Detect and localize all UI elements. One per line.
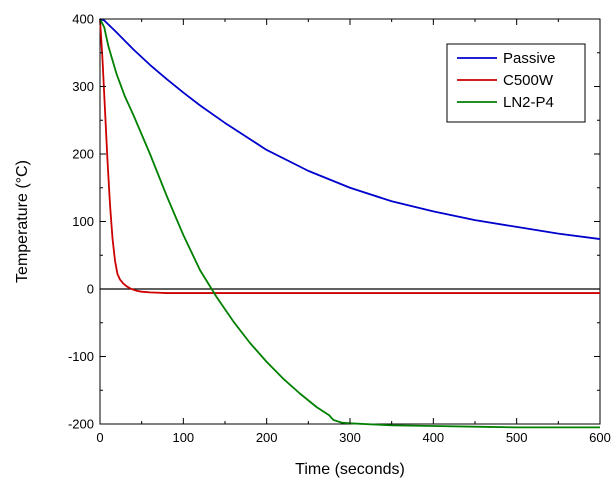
x-axis-label: Time (seconds) — [295, 461, 405, 478]
y-tick-label: -200 — [68, 417, 94, 432]
series-line-passive — [99, 18, 601, 240]
y-tick-label: 300 — [72, 79, 94, 94]
x-tick-label: 100 — [172, 430, 194, 445]
y-tick-label: 100 — [72, 214, 94, 229]
legend-label: LN2-P4 — [503, 94, 554, 111]
x-tick-label: 400 — [422, 430, 444, 445]
series-line-ln2-p4 — [99, 18, 600, 429]
y-tick-label: 200 — [72, 147, 94, 162]
legend-label: C500W — [503, 72, 554, 89]
x-tick-label: 0 — [96, 430, 103, 445]
y-axis-ticks: -200 -100 0 100 200 300 400 — [68, 12, 600, 432]
legend-box — [446, 43, 586, 123]
y-axis-label: Temperature (°C) — [14, 160, 31, 283]
series-layer — [99, 18, 601, 429]
y-tick-label: 0 — [87, 282, 94, 297]
x-axis-ticks: 0 100 200 300 400 500 600 — [96, 19, 611, 445]
x-tick-label: 300 — [339, 430, 361, 445]
x-tick-label: 500 — [506, 430, 528, 445]
y-tick-label: 400 — [72, 12, 94, 27]
y-tick-label: -100 — [68, 349, 94, 364]
series-line-c500w — [99, 18, 600, 294]
legend-label: Passive — [503, 50, 556, 67]
legend: Passive C500W LN2-P4 — [446, 43, 586, 123]
x-tick-label: 600 — [589, 430, 611, 445]
x-tick-label: 200 — [256, 430, 278, 445]
